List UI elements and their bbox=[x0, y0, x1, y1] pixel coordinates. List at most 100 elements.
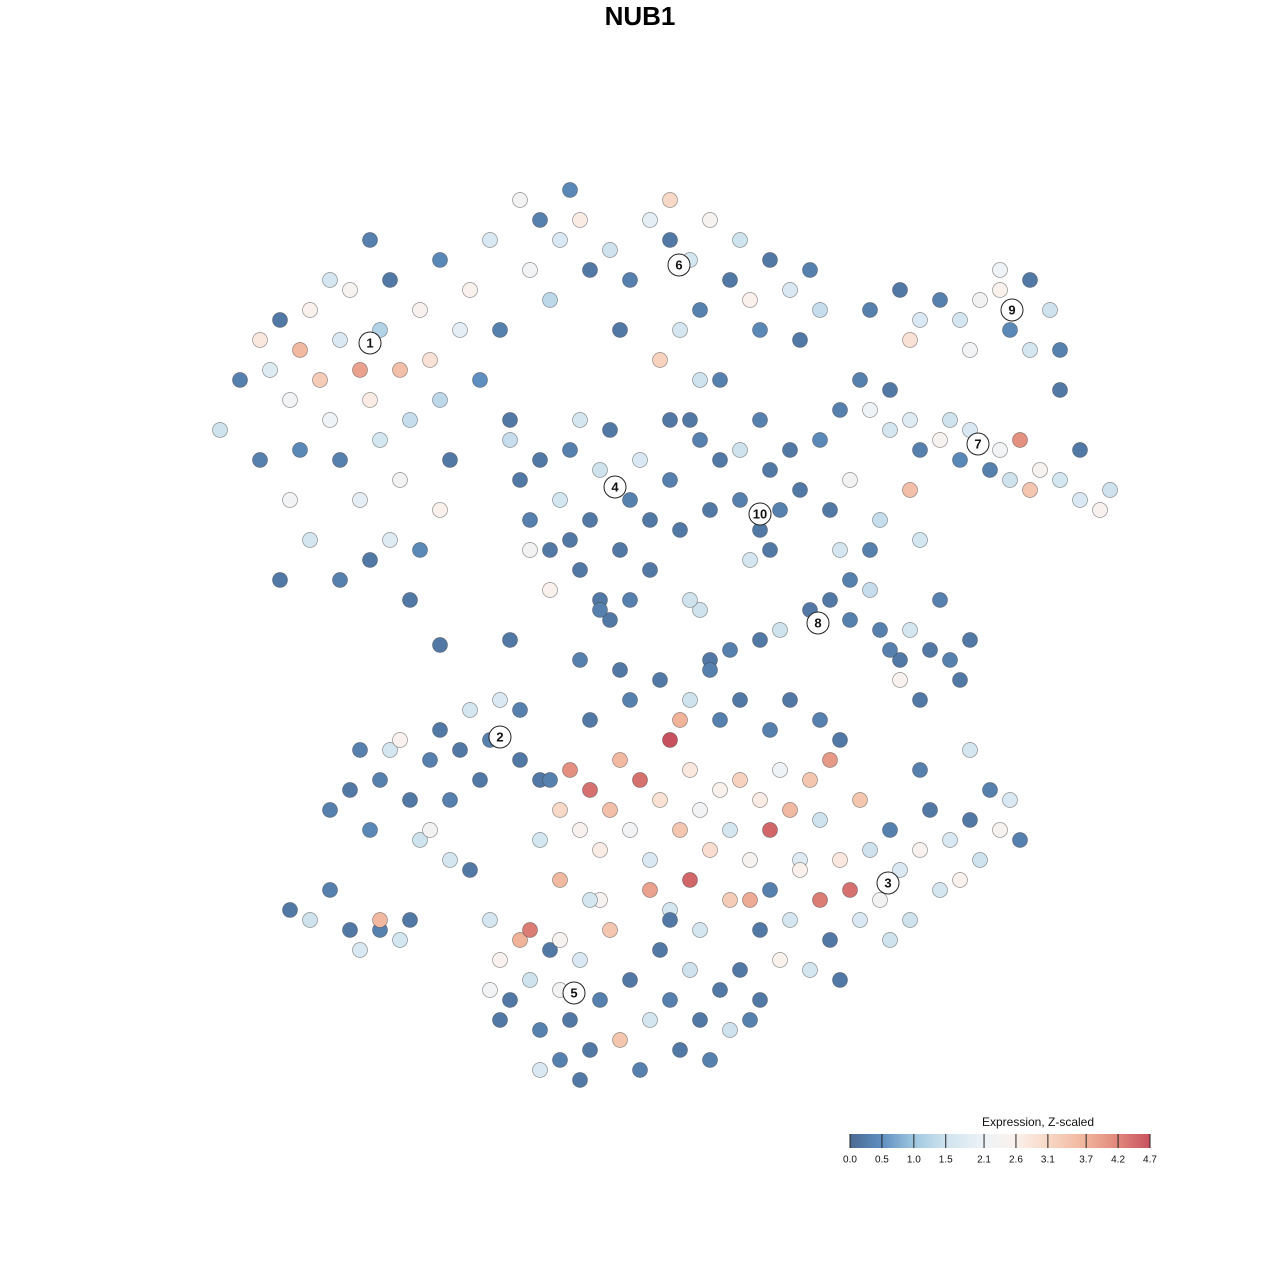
point bbox=[572, 212, 588, 228]
point bbox=[482, 982, 498, 998]
point bbox=[612, 752, 628, 768]
point bbox=[1012, 832, 1028, 848]
point bbox=[322, 882, 338, 898]
point bbox=[512, 472, 528, 488]
point bbox=[882, 642, 898, 658]
point bbox=[782, 282, 798, 298]
point bbox=[722, 272, 738, 288]
point bbox=[602, 922, 618, 938]
point bbox=[812, 302, 828, 318]
point bbox=[672, 712, 688, 728]
cluster-marker bbox=[1000, 298, 1024, 322]
point bbox=[562, 442, 578, 458]
point bbox=[892, 652, 908, 668]
point bbox=[982, 782, 998, 798]
point bbox=[742, 852, 758, 868]
point bbox=[532, 832, 548, 848]
point bbox=[532, 452, 548, 468]
point bbox=[362, 552, 378, 568]
point bbox=[702, 1052, 718, 1068]
point bbox=[942, 412, 958, 428]
cluster-marker bbox=[603, 475, 627, 499]
point bbox=[522, 972, 538, 988]
point bbox=[572, 952, 588, 968]
point bbox=[902, 412, 918, 428]
cluster-label: 4 bbox=[611, 479, 619, 494]
point bbox=[862, 842, 878, 858]
point bbox=[912, 312, 928, 328]
point bbox=[752, 412, 768, 428]
point bbox=[572, 822, 588, 838]
point bbox=[282, 492, 298, 508]
point bbox=[562, 1012, 578, 1028]
point bbox=[782, 692, 798, 708]
point bbox=[512, 192, 528, 208]
point bbox=[762, 722, 778, 738]
point bbox=[522, 542, 538, 558]
point bbox=[982, 462, 998, 478]
point bbox=[682, 762, 698, 778]
point bbox=[812, 432, 828, 448]
point bbox=[662, 412, 678, 428]
point bbox=[572, 652, 588, 668]
colorbar-tick-label: 0.0 bbox=[843, 1155, 857, 1166]
point bbox=[622, 492, 638, 508]
point bbox=[522, 512, 538, 528]
point bbox=[292, 342, 308, 358]
point bbox=[812, 892, 828, 908]
point bbox=[862, 542, 878, 558]
point bbox=[432, 502, 448, 518]
point bbox=[362, 232, 378, 248]
point bbox=[442, 452, 458, 468]
cluster-marker bbox=[966, 432, 990, 456]
point bbox=[712, 712, 728, 728]
point bbox=[842, 572, 858, 588]
point bbox=[352, 362, 368, 378]
point bbox=[682, 592, 698, 608]
colorbar-tick-label: 1.5 bbox=[939, 1155, 953, 1166]
point bbox=[492, 692, 508, 708]
point bbox=[552, 872, 568, 888]
point bbox=[432, 252, 448, 268]
cluster-label: 8 bbox=[814, 615, 821, 630]
point bbox=[572, 412, 588, 428]
point bbox=[662, 472, 678, 488]
point bbox=[362, 822, 378, 838]
point bbox=[372, 432, 388, 448]
point bbox=[392, 932, 408, 948]
point bbox=[1012, 432, 1028, 448]
point bbox=[492, 1012, 508, 1028]
cluster-label: 1 bbox=[366, 335, 373, 350]
point bbox=[912, 762, 928, 778]
point bbox=[1052, 472, 1068, 488]
point bbox=[332, 452, 348, 468]
point bbox=[682, 412, 698, 428]
point bbox=[592, 462, 608, 478]
point bbox=[852, 372, 868, 388]
point bbox=[712, 782, 728, 798]
point bbox=[512, 932, 528, 948]
cluster-label: 7 bbox=[974, 436, 981, 451]
point bbox=[902, 912, 918, 928]
point bbox=[692, 432, 708, 448]
point bbox=[922, 642, 938, 658]
point bbox=[772, 952, 788, 968]
point bbox=[722, 822, 738, 838]
point bbox=[422, 822, 438, 838]
point bbox=[842, 882, 858, 898]
point bbox=[742, 552, 758, 568]
point bbox=[542, 582, 558, 598]
point bbox=[1072, 442, 1088, 458]
point bbox=[502, 632, 518, 648]
point bbox=[602, 242, 618, 258]
point bbox=[742, 892, 758, 908]
point bbox=[912, 442, 928, 458]
point bbox=[492, 952, 508, 968]
point bbox=[622, 272, 638, 288]
point bbox=[392, 732, 408, 748]
point bbox=[582, 712, 598, 728]
point bbox=[962, 342, 978, 358]
point bbox=[1022, 342, 1038, 358]
point bbox=[382, 742, 398, 758]
